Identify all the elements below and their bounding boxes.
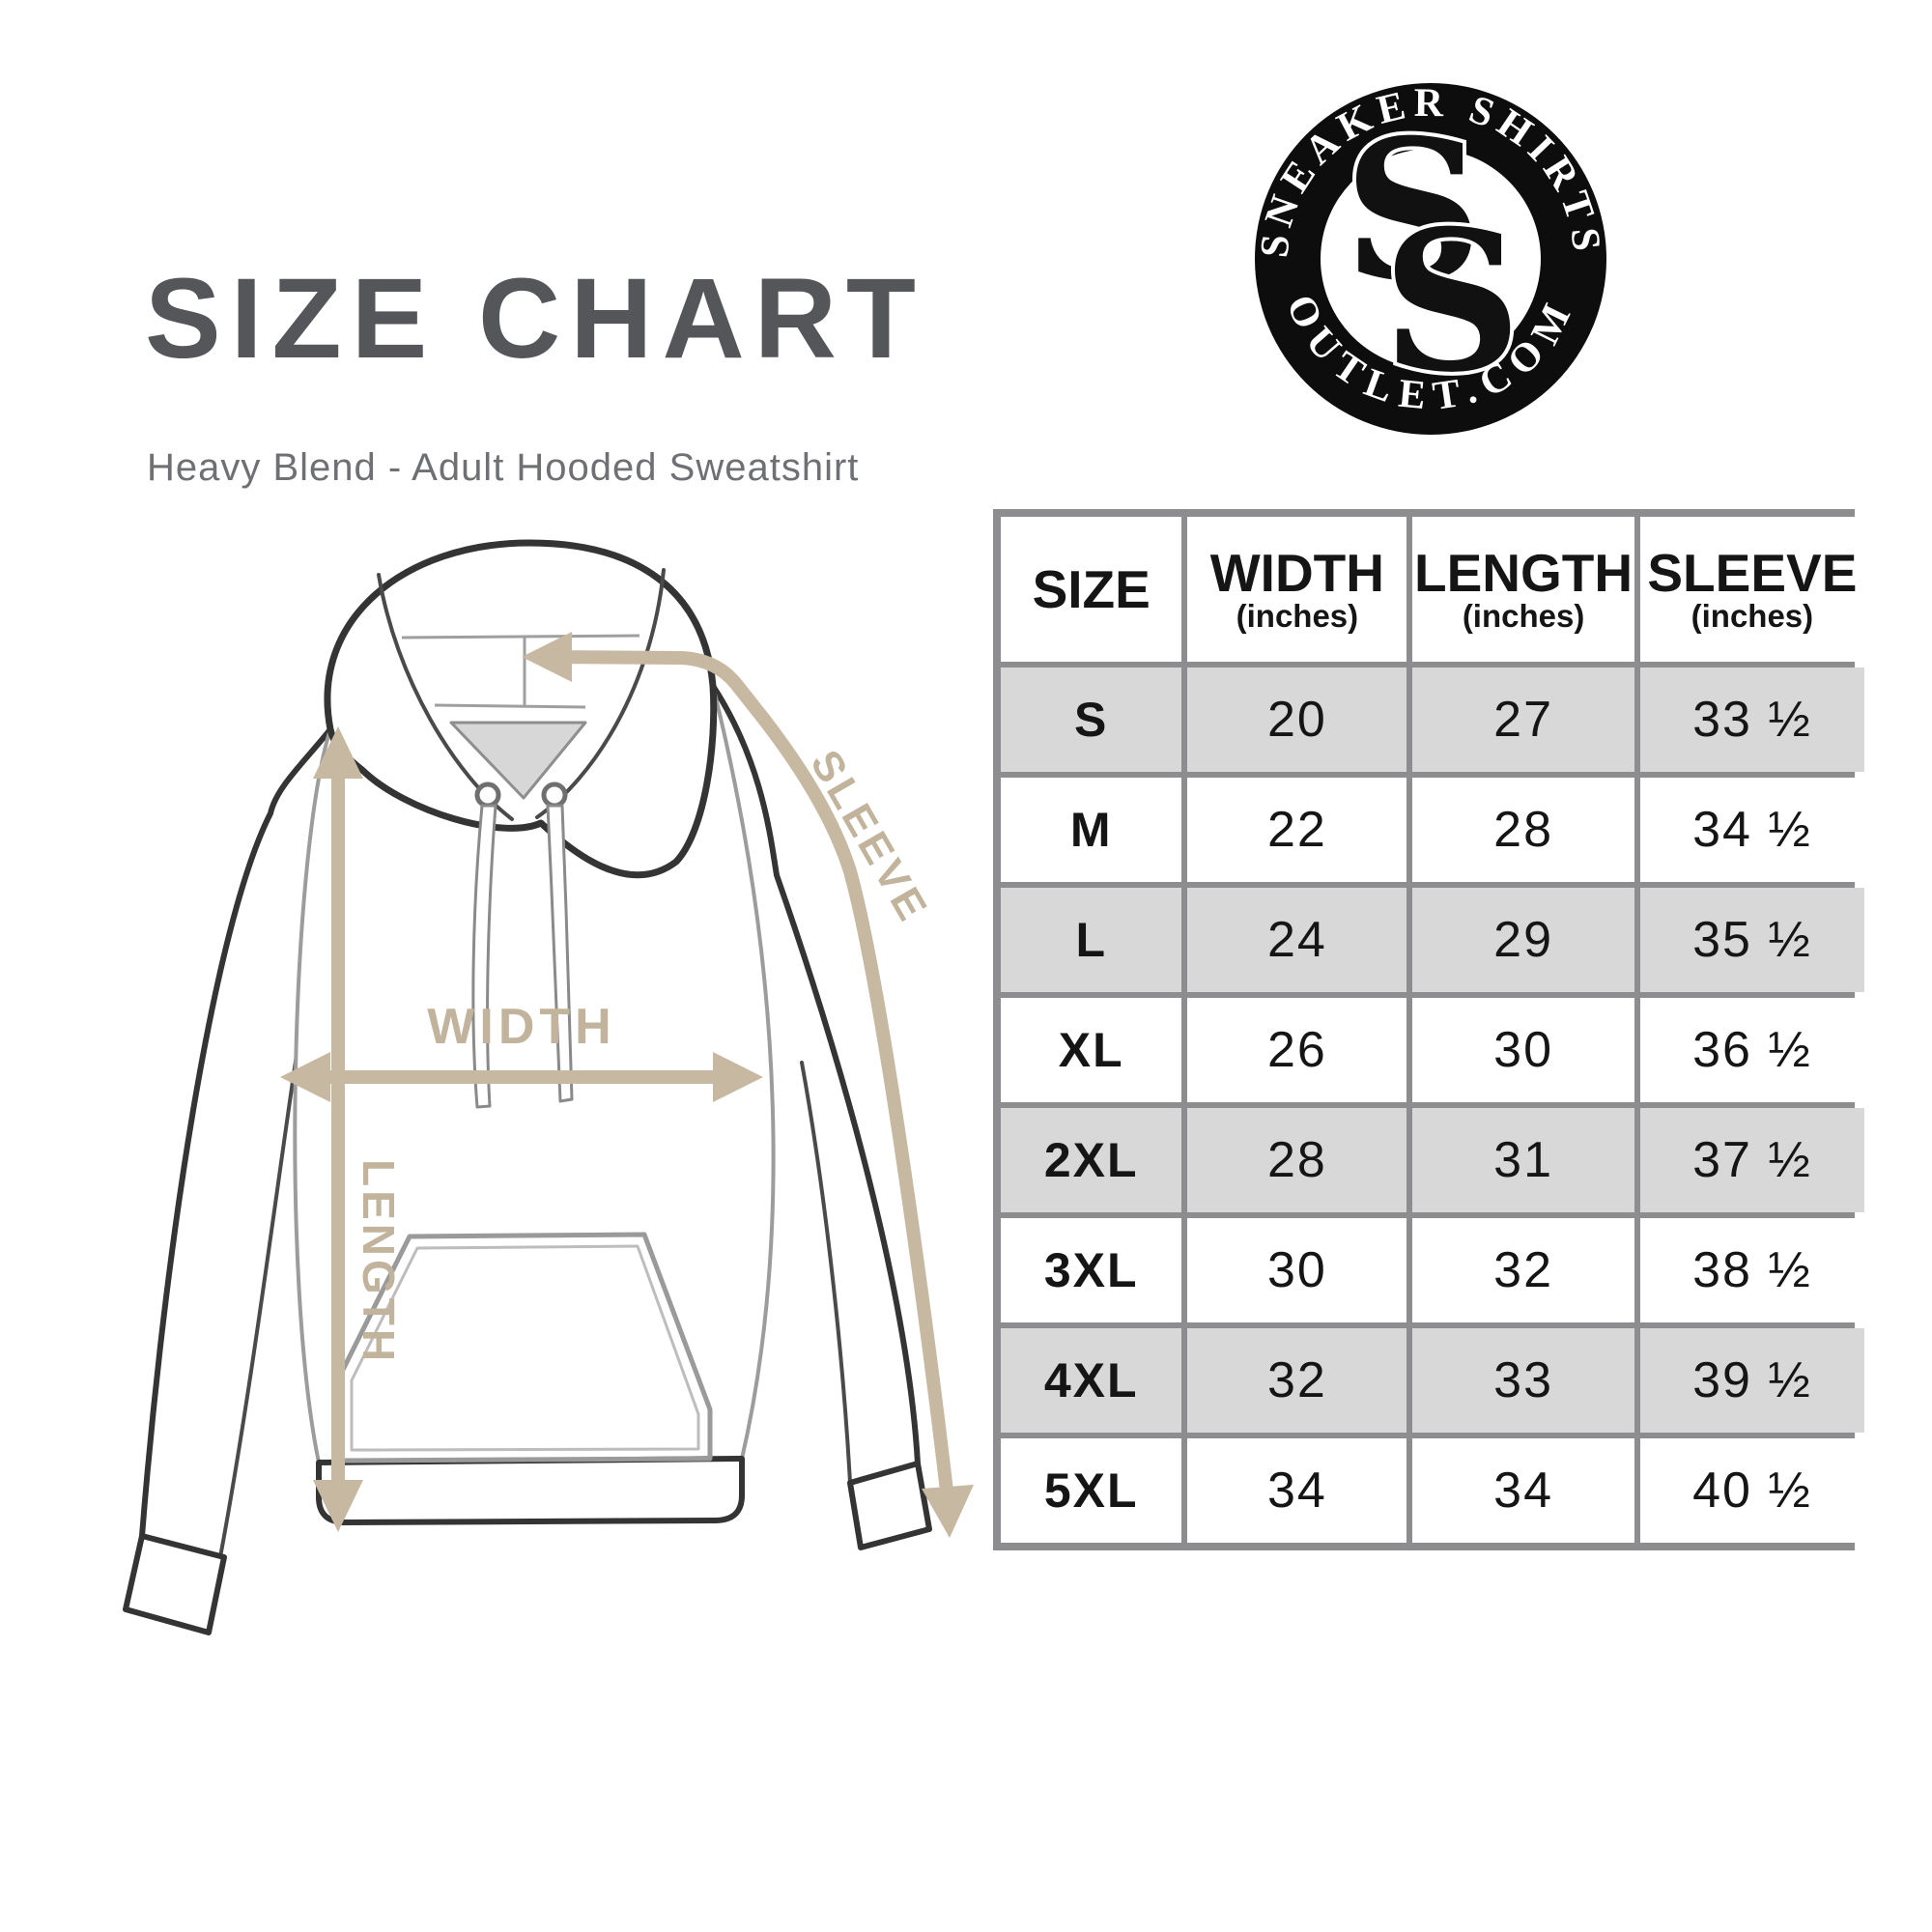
size-cell-2XL: 2XL	[1001, 1108, 1182, 1212]
length-cell-5XL: 34	[1412, 1438, 1634, 1543]
left-drawstring	[471, 804, 497, 1109]
sleeve-cell-2XL: 37 ½	[1639, 1108, 1864, 1212]
length-cell-S: 27	[1412, 668, 1634, 772]
width-cell-M: 22	[1187, 778, 1407, 882]
length-arrow-label: LENGTH	[354, 1159, 404, 1365]
width-cell-4XL: 32	[1187, 1328, 1407, 1433]
sleeve-arrow	[522, 632, 974, 1538]
width-cell-3XL: 30	[1187, 1218, 1407, 1322]
size-cell-3XL: 3XL	[1001, 1218, 1182, 1322]
sleeve-cell-5XL: 40 ½	[1639, 1438, 1864, 1543]
length-cell-3XL: 32	[1412, 1218, 1634, 1322]
page-subtitle: Heavy Blend - Adult Hooded Sweatshirt	[147, 446, 860, 489]
size-cell-4XL: 4XL	[1001, 1328, 1182, 1433]
width-cell-S: 20	[1187, 668, 1407, 772]
right-drawstring	[546, 804, 574, 1103]
page-title: SIZE CHART	[145, 255, 925, 383]
size-cell-XL: XL	[1001, 998, 1182, 1102]
logo-monogram-s2: S	[1382, 188, 1521, 415]
width-cell-L: 24	[1187, 888, 1407, 992]
sleeve-cell-XL: 36 ½	[1639, 998, 1864, 1102]
width-arrow-label: WIDTH	[427, 999, 615, 1055]
hoodie-measure-diagram: WIDTH LENGTH SLEEVE	[123, 539, 974, 1635]
length-cell-L: 29	[1412, 888, 1634, 992]
sleeve-cell-S: 33 ½	[1639, 668, 1864, 772]
sleeve-cell-3XL: 38 ½	[1639, 1218, 1864, 1322]
size-table: SIZE WIDTH (inches) LENGTH (inches) SLEE…	[993, 509, 1864, 1550]
sleeve-cell-L: 35 ½	[1639, 888, 1864, 992]
column-header-length: LENGTH (inches)	[1412, 517, 1634, 662]
sleeve-cell-4XL: 39 ½	[1639, 1328, 1864, 1433]
logo-monogram: S S	[1340, 94, 1525, 419]
length-arrow	[313, 726, 363, 1532]
size-cell-S: S	[1001, 668, 1182, 772]
length-cell-XL: 30	[1412, 998, 1634, 1102]
size-cell-L: L	[1001, 888, 1182, 992]
column-header-sleeve: SLEEVE (inches)	[1639, 517, 1864, 662]
size-cell-M: M	[1001, 778, 1182, 882]
sleeve-cell-M: 34 ½	[1639, 778, 1864, 882]
hoodie-sleeves	[123, 683, 932, 1635]
sleeve-arrow-label: SLEEVE	[801, 743, 937, 932]
size-cell-5XL: 5XL	[1001, 1438, 1182, 1543]
right-eyelet	[541, 781, 568, 809]
width-cell-2XL: 28	[1187, 1108, 1407, 1212]
logo-inner-disk	[1321, 149, 1541, 369]
neck-triangle	[449, 721, 587, 800]
width-cell-XL: 26	[1187, 998, 1407, 1102]
hem-band	[316, 1456, 745, 1525]
length-cell-M: 28	[1412, 778, 1634, 882]
length-cell-2XL: 31	[1412, 1108, 1634, 1212]
hoodie-hood	[324, 539, 718, 1109]
right-cuff	[847, 1461, 932, 1550]
left-cuff	[123, 1533, 227, 1635]
left-eyelet	[474, 781, 501, 809]
logo-monogram-s1: S	[1344, 98, 1483, 325]
width-cell-5XL: 34	[1187, 1438, 1407, 1543]
length-cell-4XL: 33	[1412, 1328, 1634, 1433]
column-header-size: SIZE	[1001, 517, 1182, 662]
column-header-width: WIDTH (inches)	[1187, 517, 1407, 662]
width-arrow	[280, 1052, 763, 1102]
brand-logo: SNEAKER SHIRTS OUTLET.COM S S	[1252, 81, 1606, 435]
